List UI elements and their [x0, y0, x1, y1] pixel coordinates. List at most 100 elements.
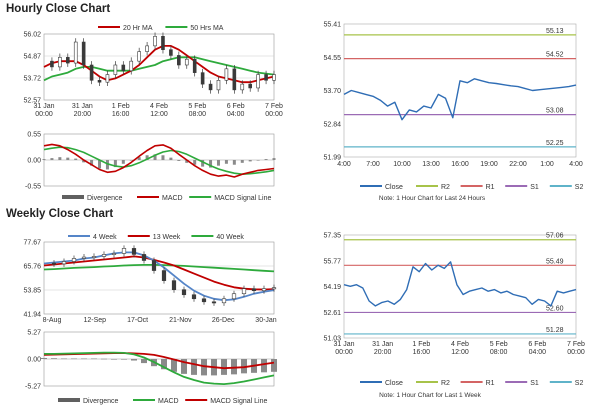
weekly-macd-ytick: -5.27	[25, 384, 41, 391]
weekly-levels-legend-label-0: Close	[385, 380, 403, 387]
weekly-levels-note: Note: 1 Hour Chart for Last 1 Week	[379, 392, 482, 399]
weekly-levels-xtick-time: 04:00	[529, 349, 547, 356]
hourly-price-frame	[43, 33, 275, 101]
hourly-price-xtick-time: 08:00	[189, 111, 207, 118]
hourly-levels-xtick: 22:00	[509, 161, 527, 168]
weekly-levels-ytick: 51.03	[323, 336, 341, 343]
weekly-divergence-bar	[231, 359, 237, 375]
hourly-levels-xtick: 4:00	[337, 161, 351, 168]
weekly-price-candle	[91, 256, 97, 258]
hourly-price-candle	[129, 60, 134, 72]
weekly-levels-legend-label-3: S1	[530, 380, 539, 387]
weekly-levels-r2-value: 57.06	[546, 233, 564, 240]
weekly-price-candle	[191, 294, 197, 300]
hourly-levels-legend-label-0: Close	[385, 184, 403, 191]
hourly-divergence-bar	[42, 159, 46, 160]
hourly-divergence-bar	[185, 160, 189, 163]
hourly-price-candle	[113, 64, 118, 75]
weekly-levels-legend-label-2: R1	[486, 380, 495, 387]
weekly-levels-xtick-time: 12:00	[451, 349, 469, 356]
weekly-price-ytick: 53.85	[23, 288, 41, 295]
weekly-divergence-bar	[141, 359, 147, 364]
weekly-price-xtick: 30-Jan	[255, 317, 277, 324]
weekly-divergence-bar	[91, 358, 97, 360]
weekly-levels-xtick-date: 6 Feb	[528, 341, 546, 348]
hourly-price-candle	[65, 57, 70, 64]
weekly-price-candle	[181, 289, 187, 296]
hourly-price-xtick-date: 31 Jan	[33, 103, 54, 110]
hourly-price-candle	[58, 57, 62, 68]
weekly-divergence-bar	[81, 358, 87, 360]
hourly-levels-ytick: 52.84	[323, 121, 341, 128]
weekly-price-candle	[111, 253, 117, 255]
hourly-divergence-bar	[58, 157, 62, 160]
weekly-price-ytick: 41.94	[23, 312, 41, 319]
weekly-price-candle	[71, 258, 77, 262]
hourly-divergence-bar	[82, 160, 86, 163]
weekly-divergence-bar	[101, 358, 107, 360]
hourly-divergence-bar	[256, 160, 260, 161]
hourly-price-candle	[177, 55, 181, 66]
weekly-divergence-bar	[261, 359, 267, 373]
hourly-macd-ytick: 0.55	[27, 132, 41, 139]
weekly-price-xtick: 21-Nov	[169, 317, 192, 324]
weekly-price-candle	[81, 256, 87, 259]
weekly-divergence-bar	[111, 359, 117, 360]
hourly-divergence-bar	[105, 160, 109, 170]
weekly-price-candle	[211, 301, 217, 304]
hourly-levels-xtick: 16:00	[451, 161, 469, 168]
hourly-divergence-bar	[224, 160, 228, 164]
hourly-price-ytick: 52.57	[23, 98, 41, 105]
hourly-macd-legend-label-2: MACD Signal Line	[214, 195, 271, 202]
hourly-levels-legend-label-3: S1	[530, 184, 539, 191]
weekly-macd-legend-label-0: Divergence	[83, 398, 119, 405]
weekly-levels-xtick-time: 20:00	[374, 349, 392, 356]
hourly-price-legend-label-0: 20 Hr MA	[123, 25, 153, 32]
hourly-price-candle	[264, 74, 268, 81]
weekly-4wk-line	[43, 251, 275, 302]
weekly-levels-s2-value: 51.28	[546, 327, 564, 334]
hourly-price-candle	[192, 58, 197, 73]
weekly-levels-xtick-time: 00:00	[567, 349, 585, 356]
hourly-levels-ytick: 55.41	[323, 22, 341, 29]
hourly-divergence-bar	[161, 155, 165, 160]
hourly-divergence-bar	[216, 160, 220, 166]
hourly-price-candle	[216, 79, 221, 91]
weekly-levels-xtick-time: 08:00	[490, 349, 508, 356]
weekly-divergence-bar	[61, 358, 67, 360]
hourly-macd-legend-label-0: Divergence	[87, 195, 123, 202]
weekly-price-ytick: 65.76	[23, 264, 41, 271]
hourly-price-xtick-time: 00:00	[35, 111, 53, 118]
weekly-price-candle	[131, 248, 137, 255]
weekly-divergence-bar	[161, 359, 167, 370]
weekly-divergence-bar	[191, 359, 197, 375]
hourly-price-xtick-time: 00:00	[265, 111, 283, 118]
hourly-levels-xtick: 19:00	[480, 161, 498, 168]
weekly-divergence-bar	[41, 357, 47, 359]
hourly-levels-ytick: 51.99	[323, 155, 341, 162]
hourly-price-candle	[153, 35, 157, 47]
hourly-price-candle	[240, 83, 245, 91]
hourly-divergence-bar	[153, 154, 157, 160]
hourly-price-candle	[137, 51, 141, 62]
weekly-divergence-bar	[51, 358, 57, 359]
weekly-levels-ytick: 57.35	[323, 233, 341, 240]
hourly-price-candle	[248, 83, 253, 89]
hourly-price-xtick-date: 7 Feb	[265, 103, 283, 110]
hourly-price-candle	[184, 58, 189, 66]
hourly-divergence-bar	[240, 160, 244, 163]
hourly-price-legend-label-1: 50 Hrs MA	[190, 25, 223, 32]
hourly-price-candle	[73, 41, 78, 64]
hourly-price-xtick-date: 5 Feb	[188, 103, 206, 110]
weekly-price-frame	[43, 241, 275, 315]
hourly-price-xtick-date: 6 Feb	[227, 103, 245, 110]
weekly-price-xtick: 8-Aug	[43, 317, 62, 324]
weekly-section-title: Weekly Close Chart	[6, 208, 114, 220]
weekly-levels-xtick-time: 00:00	[335, 349, 353, 356]
hourly-divergence-bar	[121, 160, 125, 164]
hourly-macd-line	[43, 143, 275, 178]
weekly-price-candle	[101, 254, 107, 257]
hourly-levels-ytick: 54.55	[323, 55, 341, 62]
hourly-price-candle	[97, 79, 102, 83]
hourly-price-candle	[89, 64, 94, 81]
